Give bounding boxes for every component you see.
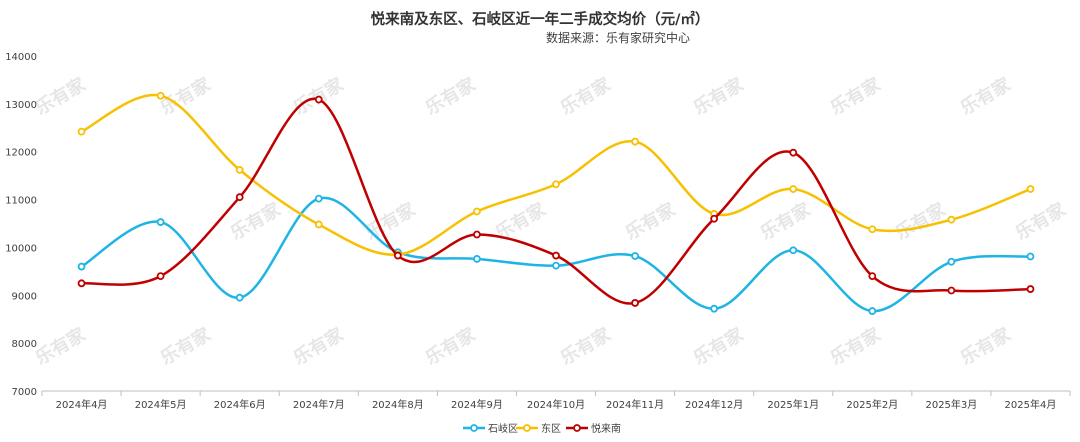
watermark-layer: 乐有家 乐有家 乐有家 乐有家 乐有家 乐有家 乐有家乐有家 乐有家 乐有家 乐有家 乐有家 乐有家乐… [32,73,1071,370]
legend-label: 石岐区 [488,422,518,435]
x-tick-label: 2024年4月 [56,398,108,411]
data-point [552,261,560,270]
legend: 石岐区 东区 悦来南 [463,422,621,435]
data-point [77,262,86,271]
legend-item: 悦来南 [566,422,621,435]
data-point [631,252,639,260]
x-tick-label: 2024年6月 [214,398,266,411]
data-point [868,225,877,234]
watermark-text: 乐有家 [827,323,886,370]
watermark-text: 乐有家 [557,323,616,370]
data-point [314,194,323,203]
legend-item: 石岐区 [463,422,518,435]
x-tick-label: 2024年8月 [372,398,424,411]
watermark-text: 乐有家 [827,73,886,120]
legend-marker [470,424,478,432]
chart-title: 悦来南及东区、石岐区近一年二手成交均价（元/㎡） [371,10,710,28]
y-tick-label: 8000 [12,339,37,350]
data-point [1026,185,1035,193]
series-layer [77,91,1035,315]
watermark-text: 乐有家 [32,73,91,120]
data-point [314,95,323,104]
data-point [235,193,244,202]
watermark-text: 乐有家 [32,323,91,370]
watermark-text: 乐有家 [690,73,749,120]
watermark-text: 乐有家 [1012,198,1071,245]
watermark-text: 乐有家 [557,73,616,120]
data-point [1026,252,1035,261]
watermark-text: 乐有家 [690,323,749,370]
data-point [947,215,956,224]
data-point [710,304,719,313]
data-point [631,299,639,307]
x-tick-label: 2024年10月 [527,398,585,411]
legend-label: 悦来南 [591,422,621,435]
data-point [473,230,481,239]
y-tick-label: 13000 [5,100,37,111]
data-point [947,286,956,295]
x-tick-label: 2025年2月 [846,398,898,411]
series-1 [77,91,1035,259]
data-point [77,279,86,288]
x-tick-label: 2024年5月 [135,398,187,411]
data-point [868,272,877,281]
y-axis: 7000 8000 9000 10000 11000 12000 13000 14000 [5,52,37,398]
data-point [393,251,402,260]
watermark-text: 乐有家 [422,73,481,120]
data-point [473,207,481,216]
series-line [80,93,1031,256]
x-tick-label: 2024年12月 [685,398,743,411]
data-point [235,293,244,302]
data-point [314,220,323,229]
y-tick-label: 12000 [5,148,37,159]
x-tick-label: 2024年9月 [451,398,503,411]
data-point [1026,285,1035,293]
legend-label: 东区 [541,422,561,435]
legend-item: 东区 [516,422,561,435]
data-point [789,185,798,193]
data-point [631,137,639,146]
y-tick-label: 7000 [12,387,37,398]
x-tick-label: 2024年11月 [606,398,664,411]
series-2 [77,95,1035,307]
watermark-text: 乐有家 [957,73,1016,120]
data-point [156,91,165,100]
data-point [156,272,165,281]
data-point [473,255,481,263]
data-point [552,251,560,260]
x-axis: 2024年4月 2024年5月 2024年6月 2024年7月 2024年8月 2024年… [41,391,1071,411]
data-point [552,180,560,189]
watermark-text: 乐有家 [227,198,286,245]
data-point [77,127,86,136]
series-line [81,97,1031,305]
x-tick-label: 2024年7月 [293,398,345,411]
data-point [235,165,244,174]
data-point [868,307,877,315]
watermark-text: 乐有家 [957,323,1016,370]
watermark-text: 乐有家 [422,323,481,370]
x-tick-label: 2025年4月 [1005,398,1057,411]
x-tick-label: 2025年3月 [925,398,977,411]
y-tick-label: 11000 [5,196,37,207]
x-tick-label: 2025年1月 [767,398,819,411]
watermark-text: 乐有家 [157,323,216,370]
watermark-text: 乐有家 [757,198,816,245]
data-point [710,214,719,223]
legend-marker [573,424,581,432]
data-point [789,148,798,157]
data-point [156,218,165,226]
y-tick-label: 14000 [5,52,37,63]
data-point [947,257,956,266]
data-point [789,246,798,255]
chart-subtitle: 数据来源：乐有家研究中心 [546,30,690,45]
legend-marker [523,424,531,432]
y-tick-label: 10000 [5,243,37,254]
watermark-text: 乐有家 [622,198,681,245]
watermark-text: 乐有家 [290,323,349,370]
y-tick-label: 9000 [12,291,37,302]
